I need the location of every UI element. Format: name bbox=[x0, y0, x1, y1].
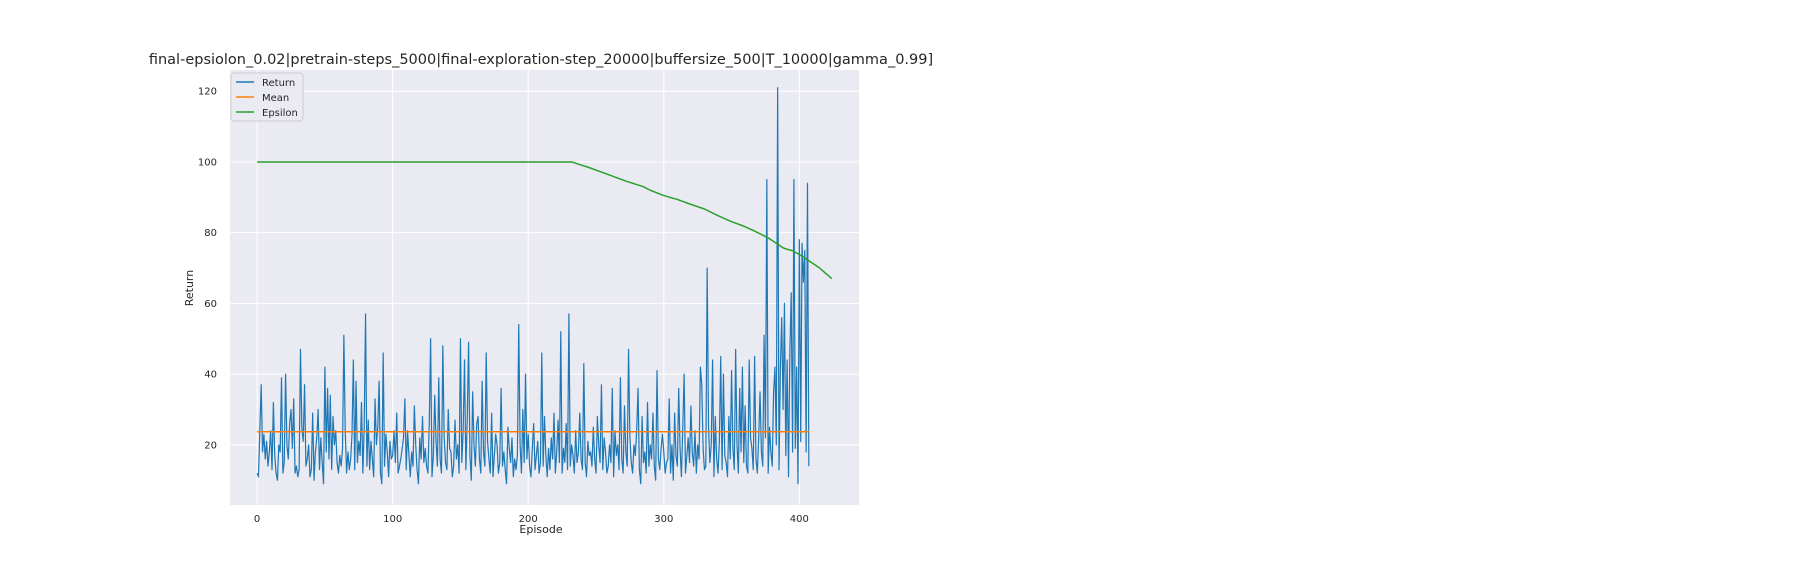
y-tick-label: 100 bbox=[198, 157, 217, 168]
y-tick-label: 120 bbox=[198, 87, 217, 98]
x-tick-label: 400 bbox=[790, 514, 809, 525]
tick-labels: 0 100 200 300 400 20 40 60 80 100 120 bbox=[198, 87, 809, 525]
x-tick-label: 300 bbox=[654, 514, 673, 525]
x-tick-label: 200 bbox=[519, 514, 538, 525]
y-tick-label: 40 bbox=[204, 370, 217, 381]
y-tick-label: 80 bbox=[204, 228, 217, 239]
x-axis-label: Episode bbox=[519, 523, 562, 536]
series bbox=[256, 87, 833, 485]
legend-label-mean: Mean bbox=[262, 93, 289, 104]
y-tick-label: 20 bbox=[204, 440, 217, 451]
legend-label-return: Return bbox=[262, 78, 295, 89]
x-tick-label: 0 bbox=[254, 514, 260, 525]
y-tick-label: 60 bbox=[204, 299, 217, 310]
legend-box bbox=[230, 72, 304, 122]
series-epsilon-line bbox=[257, 161, 833, 280]
chart-title: final-epsiolon_0.02|pretrain-steps_5000|… bbox=[149, 52, 933, 68]
x-tick-label: 100 bbox=[383, 514, 402, 525]
y-axis-label: Return bbox=[183, 270, 196, 307]
legend: Return Mean Epsilon bbox=[230, 72, 304, 122]
series-return-line bbox=[256, 87, 810, 485]
legend-label-epsilon: Epsilon bbox=[262, 108, 298, 119]
